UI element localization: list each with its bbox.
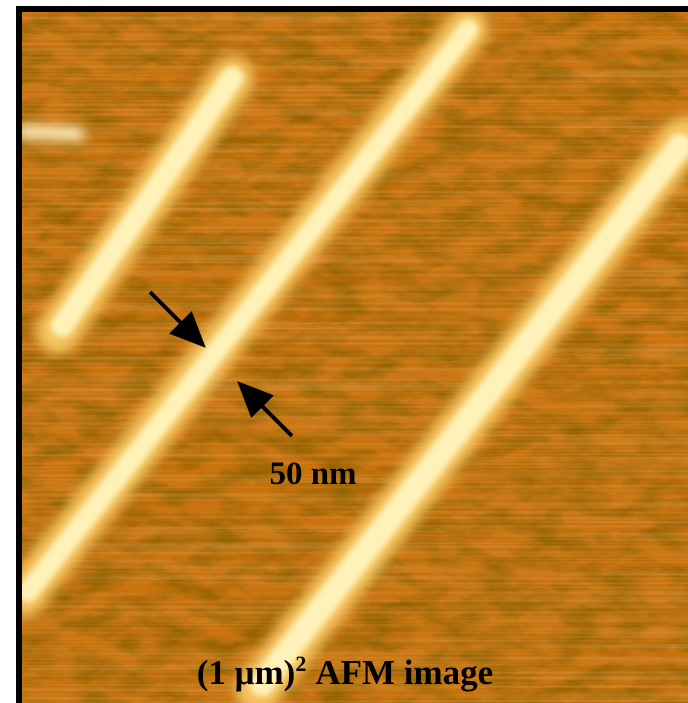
page: 50 nm (1 μm)2AFM image (() => { const da…: [0, 0, 688, 703]
caption-text: AFM image: [315, 653, 493, 692]
afm-image: [22, 12, 688, 703]
caption-superscript: 2: [295, 651, 306, 676]
caption: (1 μm)2 AFM image: [197, 651, 493, 692]
afm-figure: 50 nm (1 μm)2 AFM image: [0, 0, 688, 703]
caption-text: (1 μm): [197, 653, 296, 692]
scale-label: 50 nm: [269, 456, 356, 492]
